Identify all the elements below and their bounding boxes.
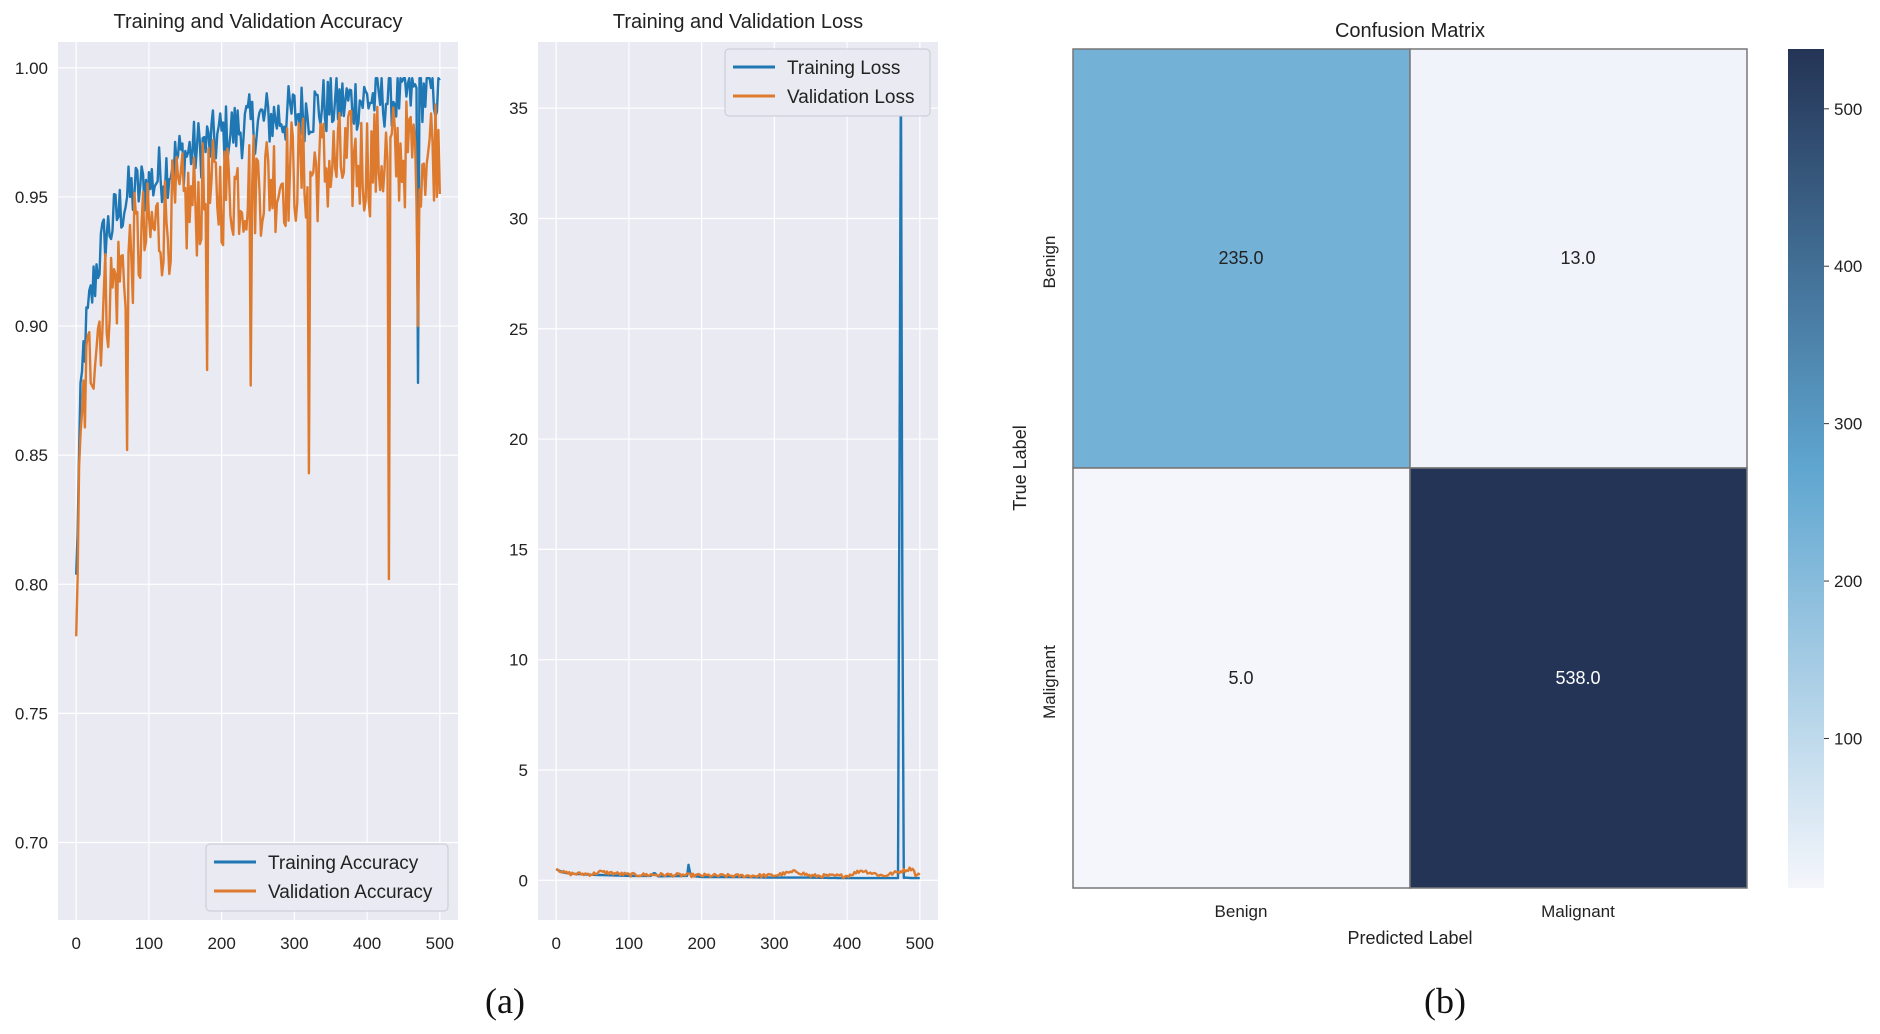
y-tick-label: 0.90 (15, 317, 48, 336)
accuracy-chart-title: Training and Validation Accuracy (113, 11, 402, 33)
colorbar-tick-label: 400 (1834, 257, 1862, 276)
cm-x-tick-malignant: Malignant (1541, 902, 1615, 921)
colorbar-ticks: 100 200 300 400 500 (1824, 100, 1862, 748)
colorbar-tick-label: 100 (1834, 729, 1862, 748)
loss-y-ticks: 0 5 10 15 20 25 30 35 (509, 99, 528, 890)
confusion-matrix-title: Confusion Matrix (1335, 20, 1485, 42)
panel-label-a: (a) (485, 981, 525, 1021)
y-tick-label: 15 (509, 540, 528, 559)
y-tick-label: 0.70 (15, 834, 48, 853)
confusion-matrix-chart: Confusion Matrix 235.0 13.0 5.0 538.0 Be… (1010, 20, 1862, 948)
cm-value-benign-malignant: 13.0 (1560, 248, 1595, 268)
series-line-validation-loss (555, 866, 921, 879)
accuracy-chart: 0 100 200 300 400 500 0.70 0.75 0.80 0.85 0.90 0.9… (15, 11, 458, 953)
x-tick-label: 0 (551, 934, 560, 953)
accuracy-x-ticks: 0 100 200 300 400 500 (71, 934, 454, 953)
y-tick-label: 25 (509, 320, 528, 339)
cm-cell-benign-malignant (1409, 48, 1748, 469)
loss-legend: Training Loss Validation Loss (724, 48, 931, 117)
cm-value-malignant-benign: 5.0 (1228, 668, 1253, 688)
x-tick-label: 300 (760, 934, 788, 953)
colorbar (1788, 49, 1824, 888)
cm-y-axis-label: True Label (1010, 425, 1030, 510)
cm-x-axis-label: Predicted Label (1347, 928, 1472, 948)
y-tick-label: 0 (519, 871, 528, 890)
accuracy-lines (75, 76, 441, 637)
cm-cell-malignant-malignant (1409, 467, 1748, 889)
y-tick-label: 0.75 (15, 704, 48, 723)
cm-cell-malignant-benign (1072, 467, 1411, 889)
cm-value-benign-benign: 235.0 (1218, 248, 1263, 268)
y-tick-label: 20 (509, 430, 528, 449)
x-tick-label: 500 (906, 934, 934, 953)
x-tick-label: 400 (353, 934, 381, 953)
loss-chart-title: Training and Validation Loss (613, 11, 863, 33)
legend-label-training-loss: Training Loss (787, 58, 900, 79)
series-line-validation-accuracy (75, 100, 441, 637)
x-tick-label: 200 (687, 934, 715, 953)
loss-gridlines (538, 42, 938, 920)
x-tick-label: 0 (71, 934, 80, 953)
loss-lines (555, 62, 921, 880)
cm-x-tick-benign: Benign (1215, 902, 1268, 921)
loss-plot-area (538, 42, 938, 920)
cm-y-tick-benign: Benign (1040, 236, 1059, 289)
colorbar-tick-label: 300 (1834, 415, 1862, 434)
x-tick-label: 200 (207, 934, 235, 953)
panel-label-b: (b) (1424, 981, 1466, 1021)
x-tick-label: 100 (135, 934, 163, 953)
loss-legend-box (724, 48, 931, 117)
cm-value-malignant-malignant: 538.0 (1555, 668, 1600, 688)
loss-x-ticks: 0 100 200 300 400 500 (551, 934, 934, 953)
legend-label-validation-loss: Validation Loss (787, 87, 914, 108)
y-tick-label: 0.95 (15, 188, 48, 207)
y-tick-label: 0.85 (15, 446, 48, 465)
accuracy-y-ticks: 0.70 0.75 0.80 0.85 0.90 0.95 1.00 (15, 59, 48, 853)
accuracy-legend-box (205, 843, 449, 912)
loss-chart: 0 100 200 300 400 500 0 5 10 15 20 25 30 35 Training… (509, 11, 938, 953)
x-tick-label: 500 (426, 934, 454, 953)
series-line-training-loss (555, 62, 920, 880)
series-line-training-accuracy (75, 76, 441, 575)
colorbar-tick-label: 200 (1834, 572, 1862, 591)
y-tick-label: 0.80 (15, 575, 48, 594)
y-tick-label: 30 (509, 209, 528, 228)
x-tick-label: 100 (615, 934, 643, 953)
legend-label-validation-accuracy: Validation Accuracy (268, 882, 433, 903)
cm-y-tick-malignant: Malignant (1040, 645, 1059, 719)
colorbar-tick-label: 500 (1834, 100, 1862, 119)
y-tick-label: 1.00 (15, 59, 48, 78)
x-tick-label: 300 (280, 934, 308, 953)
cm-cell-benign-benign (1072, 48, 1411, 469)
y-tick-label: 35 (509, 99, 528, 118)
legend-label-training-accuracy: Training Accuracy (268, 853, 419, 874)
y-tick-label: 5 (519, 761, 528, 780)
x-tick-label: 400 (833, 934, 861, 953)
y-tick-label: 10 (509, 651, 528, 670)
accuracy-legend: Training Accuracy Validation Accuracy (205, 843, 449, 912)
